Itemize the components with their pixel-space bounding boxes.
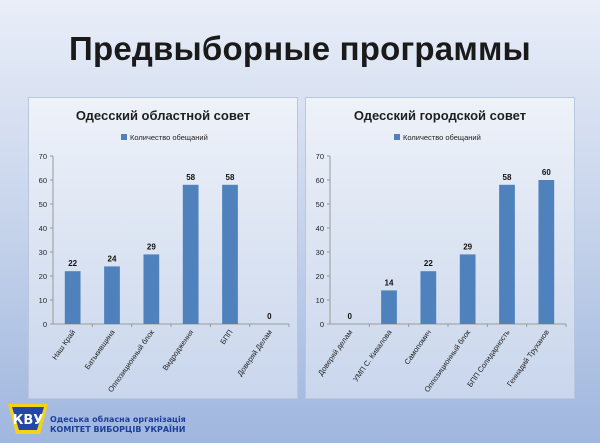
y-tick-label: 70 (316, 152, 324, 161)
y-tick-label: 20 (316, 272, 324, 281)
legend-label: Количество обещаний (130, 132, 208, 142)
category-label: Батькивщина (83, 327, 117, 371)
data-label: 29 (147, 242, 156, 251)
logo-committee-name: КОМІТЕТ ВИБОРЦІВ УКРАЇНИ (50, 425, 186, 434)
logo-org-name: Одеська обласна організація (50, 415, 186, 424)
chart-title: Одесский городской совет (353, 108, 527, 123)
data-label: 60 (542, 168, 551, 177)
legend-swatch (394, 134, 400, 140)
y-tick-label: 30 (39, 248, 47, 257)
slide-title: Предвыборные программы (69, 30, 531, 67)
y-tick-label: 60 (316, 176, 324, 185)
bar (222, 184, 238, 324)
legend-swatch (121, 134, 127, 140)
bar (381, 290, 397, 324)
data-label: 29 (463, 242, 472, 251)
chart-legend: Количество обещаний (394, 131, 481, 143)
category-label: БПП (218, 328, 234, 346)
data-label: 0 (347, 312, 352, 321)
bar (459, 254, 476, 324)
y-tick-label: 50 (39, 200, 47, 209)
legend-label: Количество обещаний (403, 132, 481, 142)
category-label: Доверяй делам (316, 328, 354, 377)
category-label: Самопомич (402, 328, 433, 366)
bar (143, 254, 160, 324)
data-label: 24 (108, 254, 117, 263)
data-label: 58 (503, 173, 512, 182)
bar (538, 180, 555, 324)
y-tick-label: 70 (39, 152, 47, 161)
data-label: 58 (186, 173, 195, 182)
chart-legend: Количество обещаний (121, 131, 208, 143)
y-tick-label: 50 (316, 200, 324, 209)
y-tick-label: 10 (316, 296, 324, 305)
y-tick-label: 60 (39, 176, 47, 185)
chart-panel-city: Одесский городской совет Количество обещ… (305, 97, 575, 399)
bar (64, 271, 81, 324)
category-label: УМП С. Кивалова (351, 327, 394, 383)
data-label: 0 (267, 312, 272, 321)
y-tick-label: 40 (316, 224, 324, 233)
chart-title: Одесский областной совет (75, 108, 251, 123)
chart-panel-oblast: Одесский областной совет Количество обещ… (28, 97, 298, 399)
category-label: БПП Солидарность (465, 328, 511, 389)
data-label: 58 (226, 173, 235, 182)
bar (499, 184, 515, 324)
svg-text:КВУ: КВУ (13, 413, 44, 428)
y-tick-label: 40 (39, 224, 47, 233)
category-label: Доверяй Делам (235, 328, 274, 378)
category-label: Наш Край (50, 328, 77, 361)
y-tick-label: 0 (320, 320, 324, 329)
y-tick-label: 0 (43, 320, 47, 329)
y-tick-label: 10 (39, 296, 47, 305)
data-label: 22 (424, 259, 433, 268)
category-label: Геннадий Труханов (505, 328, 551, 388)
category-label: Видродження (161, 328, 196, 372)
bar (420, 271, 437, 324)
data-label: 14 (385, 278, 394, 287)
y-tick-label: 20 (39, 272, 47, 281)
bar (104, 266, 120, 324)
kvu-logo-icon: КВУ (8, 404, 48, 434)
data-label: 22 (68, 259, 77, 268)
bar (182, 184, 199, 324)
bar-chart-oblast: 0 10 20 30 40 50 60 70 22 Наш Край 24 Батькивщина 29… (39, 152, 290, 394)
y-tick-label: 30 (316, 248, 324, 257)
